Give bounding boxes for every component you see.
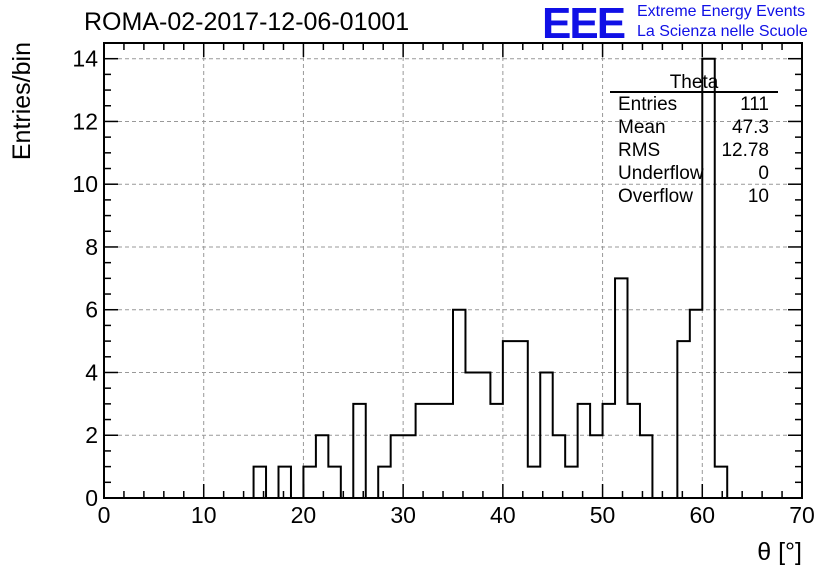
stats-row-label: Underflow [618, 163, 704, 184]
x-tick-labels: 0 10 20 30 40 50 60 70 [98, 502, 815, 528]
stats-rows: Entries 111 Mean 47.3 RMS 12.78 Underflow 0 Over… [618, 94, 769, 207]
stats-row-label: Entries [618, 94, 677, 115]
x-tick-label: 30 [390, 502, 416, 528]
y-tick-label: 10 [72, 171, 98, 197]
logo-caption-line2: La Scienza nelle Scuole [637, 23, 808, 40]
y-tick-label: 14 [72, 46, 98, 72]
x-tick-label: 20 [291, 502, 317, 528]
stats-box: Theta Entries 111 Mean 47.3 RMS 12.78 Underflo… [610, 72, 778, 207]
stats-row-value: 12.78 [721, 140, 769, 161]
plot-frame [103, 42, 803, 499]
x-tick-label: 70 [789, 502, 815, 528]
y-tick-label: 0 [85, 485, 98, 511]
stats-title: Theta [670, 72, 719, 93]
y-tick-label: 4 [85, 359, 98, 385]
stats-row-value: 10 [748, 186, 769, 207]
y-tick-label: 6 [85, 297, 98, 323]
run-title: ROMA-02-2017-12-06-01001 [84, 8, 410, 36]
x-tick-label: 10 [191, 502, 217, 528]
stats-row-value: 111 [740, 94, 769, 115]
x-tick-label: 50 [590, 502, 616, 528]
x-axis-label: θ [°] [757, 538, 802, 566]
y-tick-label: 2 [85, 422, 98, 448]
eee-logo: EEE [542, 0, 626, 48]
logo-caption-line1: Extreme Energy Events [637, 3, 806, 20]
axis-ticks [103, 42, 803, 499]
stats-row-label: Overflow [618, 186, 693, 207]
y-axis-label: Entries/bin [8, 42, 36, 160]
stats-row-value: 0 [758, 163, 769, 184]
y-tick-labels: 0 2 4 6 8 10 12 14 [72, 46, 98, 511]
x-tick-label: 40 [490, 502, 516, 528]
stats-row-label: Mean [618, 117, 666, 138]
grid-lines [104, 43, 802, 498]
y-tick-label: 12 [72, 108, 98, 134]
stats-row-label: RMS [618, 140, 660, 161]
logo-caption: Extreme Energy Events La Scienza nelle S… [637, 2, 808, 42]
y-tick-label: 8 [85, 234, 98, 260]
histogram-line [104, 57, 802, 499]
x-tick-label: 60 [689, 502, 715, 528]
x-tick-label: 0 [98, 502, 111, 528]
stats-row-value: 47.3 [732, 117, 769, 138]
